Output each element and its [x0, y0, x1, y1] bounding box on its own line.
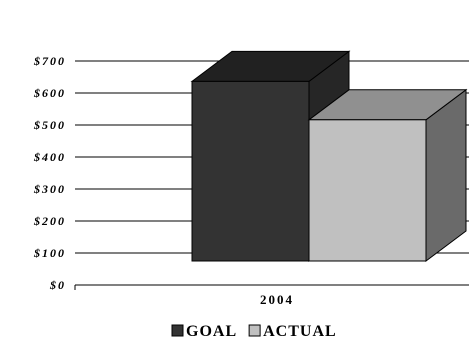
y-axis: $0 $100 $200 $300 $400 $500 $600 $700: [33, 54, 66, 292]
bars: [190, 50, 468, 262]
legend-swatch: [171, 324, 184, 337]
x-tick-label: 2004: [260, 292, 294, 307]
legend-item-goal: GOAL: [171, 323, 237, 340]
bar-actual: [307, 88, 468, 262]
y-tick-label: $300: [33, 182, 66, 196]
legend-label: GOAL: [186, 323, 237, 340]
y-tick-label: $600: [33, 86, 66, 100]
legend-label: ACTUAL: [263, 323, 337, 340]
y-tick-label: $700: [33, 54, 66, 68]
legend: GOAL ACTUAL: [171, 323, 337, 340]
y-tick-label: $500: [33, 118, 66, 132]
legend-item-actual: ACTUAL: [248, 323, 337, 340]
y-tick-label: $200: [33, 214, 66, 228]
legend-swatch: [248, 324, 261, 337]
bar-front: [191, 80, 310, 262]
y-tick-label: $100: [33, 246, 66, 260]
bar-front: [308, 119, 427, 262]
y-tick-label: $400: [33, 150, 66, 164]
y-tick-label: $0: [49, 278, 66, 292]
